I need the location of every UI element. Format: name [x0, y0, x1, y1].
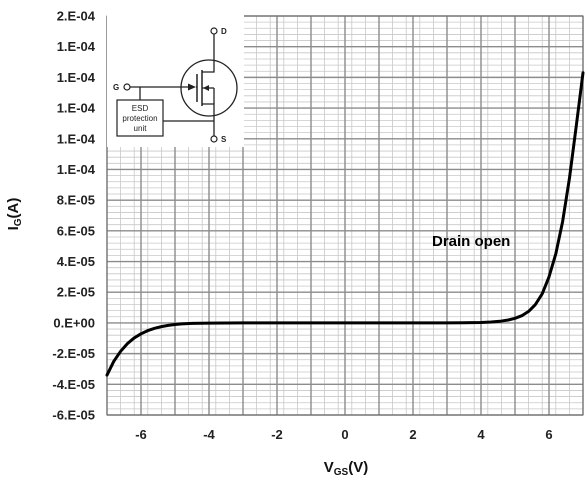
inset-circuit: G D S ESD protection unit [107, 14, 244, 147]
x-axis-label-main: V [324, 459, 334, 476]
y-tick-label: -2.E-05 [52, 346, 95, 361]
gate-arrow [188, 83, 196, 91]
x-axis-label-unit: (V) [348, 459, 368, 476]
y-tick-label: 2.E-05 [57, 285, 95, 300]
drain-terminal [210, 27, 218, 35]
y-axis-label-sub: G [13, 218, 24, 226]
mosfet-circle [180, 59, 238, 117]
x-tick-label: 2 [409, 427, 416, 442]
y-axis-label-main: I [5, 226, 22, 230]
y-tick-label: 2.E-04 [57, 9, 96, 24]
y-axis-label-unit: (A) [5, 198, 22, 219]
source-terminal [210, 135, 218, 143]
y-tick-label: 0.E+00 [53, 315, 95, 330]
esd-label-line-3: unit [134, 124, 148, 133]
gate-terminal [123, 83, 131, 91]
annotation-drain-open: Drain open [432, 233, 510, 250]
series-line-ig [105, 71, 585, 377]
esd-label-line-1: ESD [132, 104, 149, 113]
y-tick-label: 1.E-04 [57, 39, 96, 54]
y-tick-label: 1.E-04 [57, 70, 96, 85]
pin-label-drain: D [221, 27, 227, 36]
x-tick-label: 4 [477, 427, 485, 442]
y-tick-label: 4.E-05 [57, 254, 95, 269]
pin-label-gate: G [113, 83, 119, 92]
y-axis-label: IG(A) [5, 198, 24, 231]
plot-frame [106, 15, 584, 416]
esd-label-line-2: protection [122, 114, 157, 123]
x-tick-labels: -6 -4 -2 0 2 4 6 [135, 427, 552, 442]
y-tick-label: 6.E-05 [57, 223, 95, 238]
esd-box [116, 99, 164, 137]
x-tick-label: 6 [545, 427, 552, 442]
y-tick-label: 1.E-04 [57, 162, 96, 177]
y-tick-label: -6.E-05 [52, 408, 95, 423]
body-arrow [203, 85, 209, 91]
y-tick-label: 8.E-05 [57, 193, 95, 208]
drain-wire [202, 34, 215, 73]
x-tick-label: 0 [341, 427, 348, 442]
pin-label-source: S [221, 135, 227, 144]
y-tick-label: -4.E-05 [52, 377, 95, 392]
x-axis-label: VGS(V) [324, 459, 368, 478]
x-tick-label: -6 [135, 427, 147, 442]
x-tick-label: -4 [203, 427, 215, 442]
y-tick-labels: -6.E-05 -4.E-05 -2.E-05 0.E+00 2.E-05 4.E-05 6… [52, 9, 95, 423]
y-tick-label: 1.E-04 [57, 101, 96, 116]
y-tick-label: 1.E-04 [57, 131, 96, 146]
x-tick-label: -2 [271, 427, 283, 442]
x-axis-label-sub: GS [334, 467, 349, 478]
